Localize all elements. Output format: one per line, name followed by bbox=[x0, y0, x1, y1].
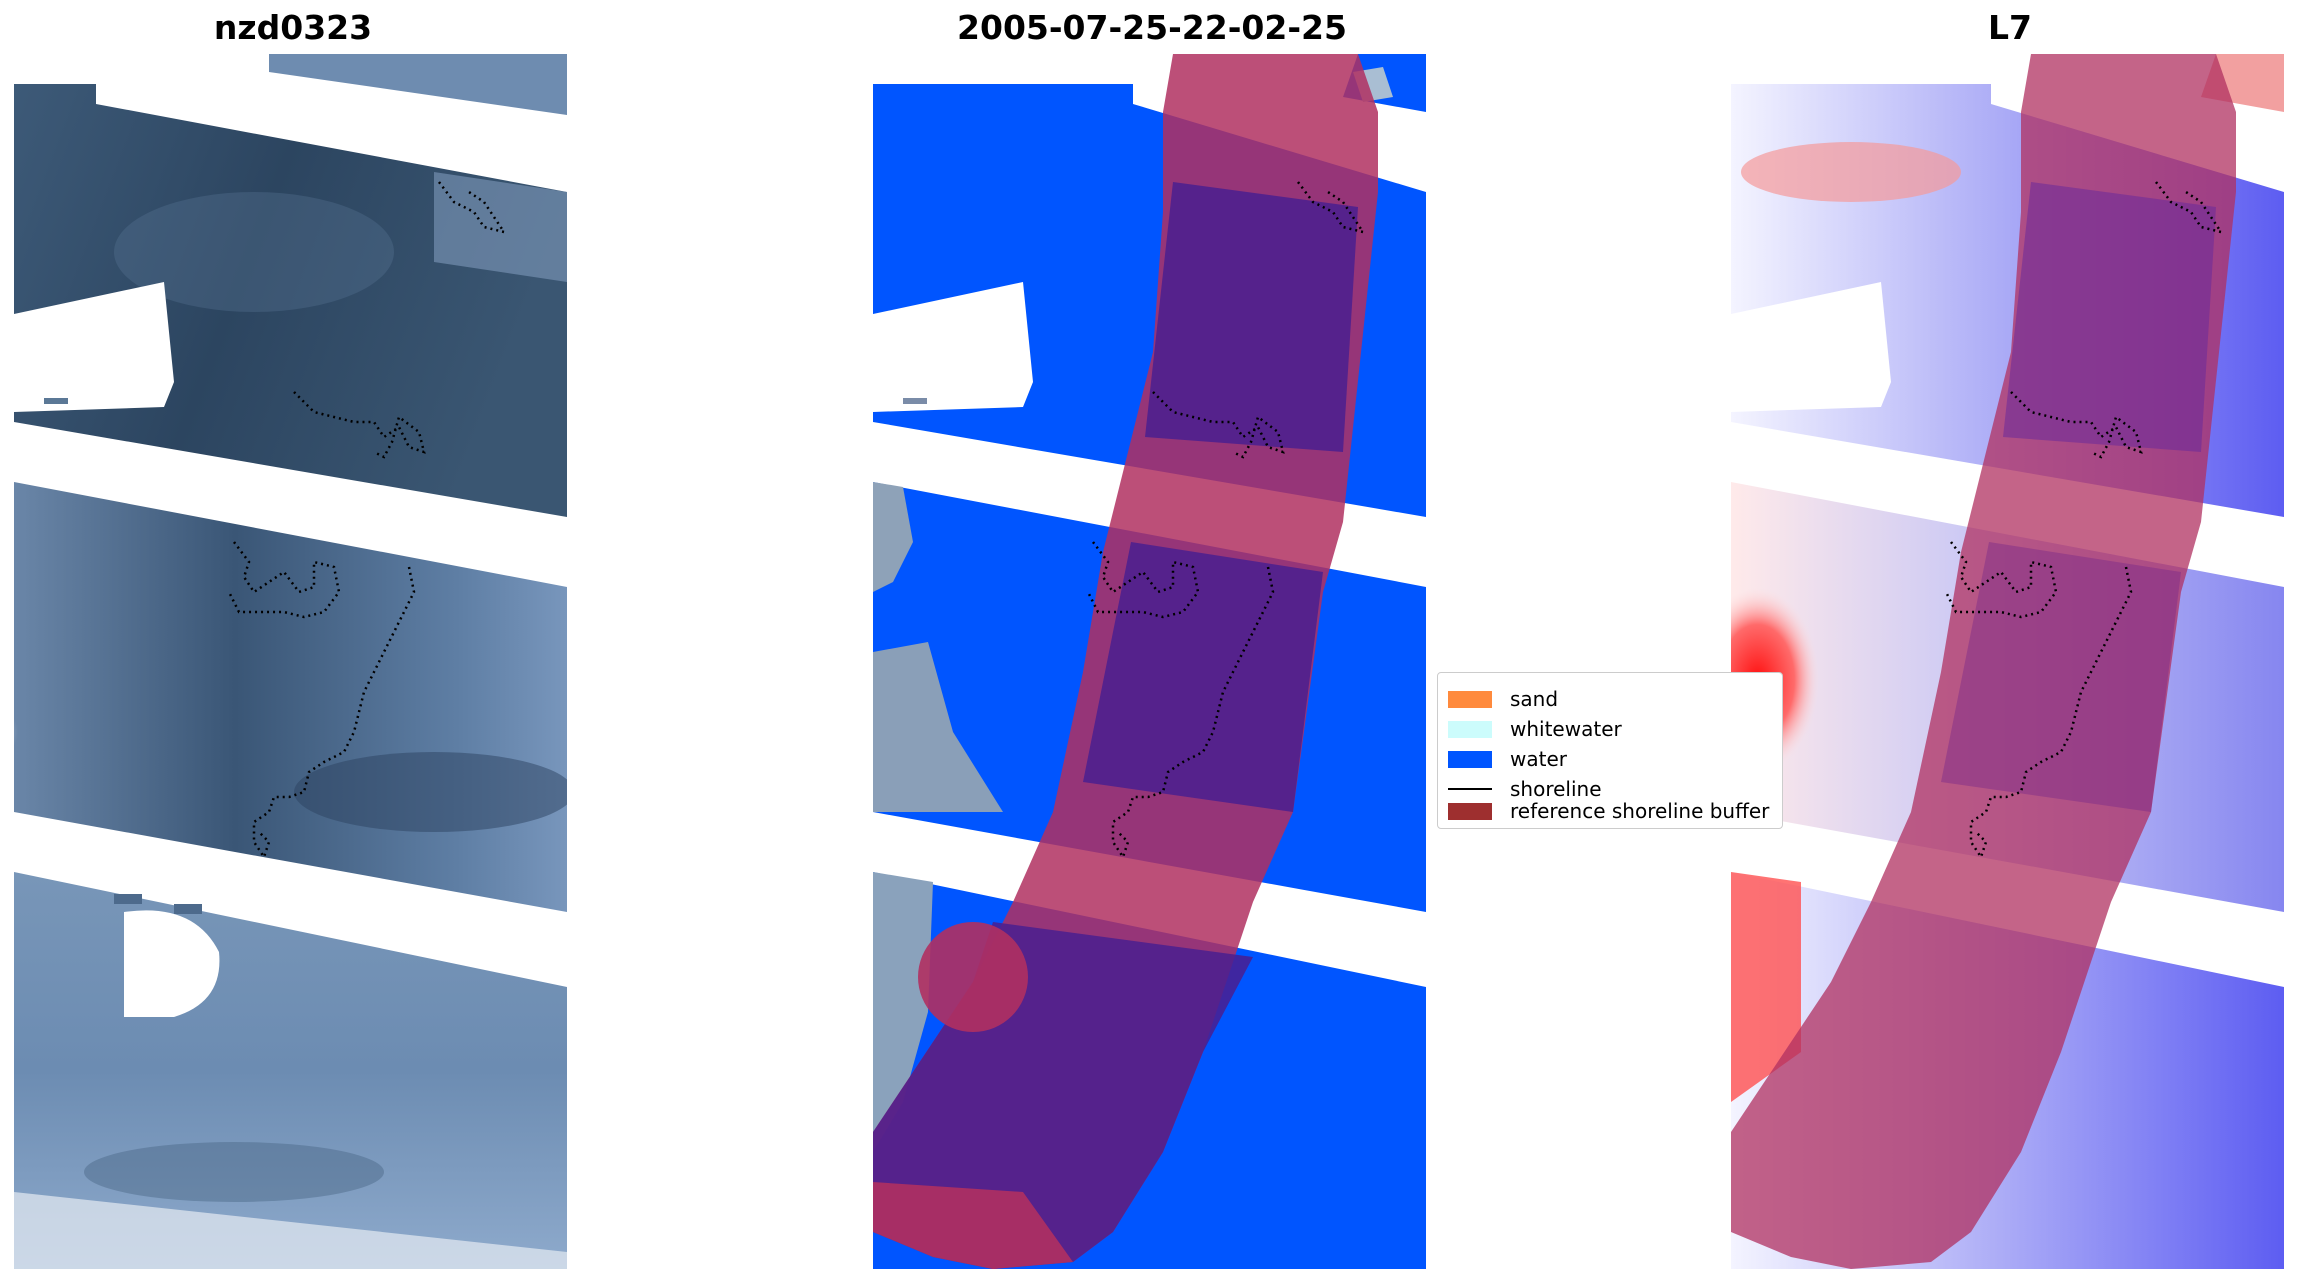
legend-item-water: water bbox=[1448, 747, 1567, 771]
legend-label-water: water bbox=[1510, 747, 1567, 771]
legend-item-sand: sand bbox=[1448, 687, 1558, 711]
right-panel-title: L7 bbox=[1988, 8, 2032, 47]
legend-item-buffer: reference shoreline buffer bbox=[1448, 799, 1769, 823]
sand-swatch bbox=[1448, 690, 1492, 708]
water-swatch bbox=[1448, 750, 1492, 768]
rgb-image-panel bbox=[14, 54, 567, 1269]
whitewater-swatch bbox=[1448, 720, 1492, 738]
legend-label-sand: sand bbox=[1510, 687, 1559, 711]
legend-item-whitewater: whitewater bbox=[1448, 717, 1622, 741]
legend-label-shoreline: shoreline bbox=[1510, 777, 1602, 801]
buffer-swatch bbox=[1448, 802, 1492, 820]
middle-panel-title: 2005-07-25-22-02-25 bbox=[957, 8, 1347, 47]
left-panel-title: nzd0323 bbox=[213, 8, 373, 47]
legend-label-whitewater: whitewater bbox=[1510, 717, 1622, 741]
classification-panel bbox=[873, 54, 1426, 1269]
legend-item-shoreline: shoreline bbox=[1448, 777, 1602, 801]
legend-label-buffer: reference shoreline buffer bbox=[1510, 799, 1770, 823]
shoreline-line-swatch bbox=[1448, 788, 1492, 790]
legend: sand whitewater water shoreline referenc… bbox=[1437, 672, 1783, 829]
index-panel bbox=[1731, 54, 2284, 1269]
